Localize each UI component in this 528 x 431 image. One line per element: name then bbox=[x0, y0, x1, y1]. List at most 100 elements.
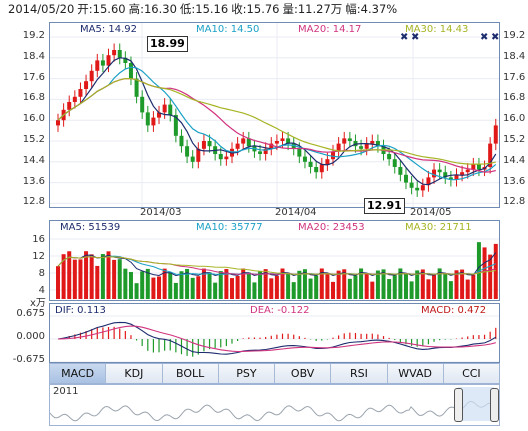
quote-close: 收:15.76 bbox=[231, 2, 280, 16]
axis-tick-label: 16 bbox=[32, 234, 45, 245]
price-chart-panel[interactable]: ✖ ✖ ✖ ✖ MA5: 14.92 MA10: 14.50 MA20: 14.17 … bbox=[49, 22, 500, 214]
macd-value-label: MACD: 0.472 bbox=[421, 305, 487, 316]
tab-kdj[interactable]: KDJ bbox=[106, 364, 163, 383]
candle-body bbox=[409, 182, 414, 188]
volume-bar bbox=[56, 266, 60, 299]
volume-bar bbox=[375, 270, 380, 299]
volume-bar bbox=[106, 251, 111, 299]
axis-tick-label: 4 bbox=[38, 285, 45, 296]
candle-body bbox=[302, 156, 307, 162]
volume-bar bbox=[302, 269, 307, 299]
volume-bar bbox=[258, 270, 263, 299]
volume-bar bbox=[353, 275, 358, 299]
candle-body bbox=[476, 164, 481, 170]
vol-ma30-label: MA30: 21711 bbox=[405, 222, 472, 233]
volume-bar bbox=[420, 269, 425, 299]
tab-psy[interactable]: PSY bbox=[219, 364, 275, 383]
tab-rsi[interactable]: RSI bbox=[331, 364, 388, 383]
volume-bar bbox=[128, 272, 133, 299]
candle-body bbox=[112, 50, 117, 56]
quote-high: 高:16.30 bbox=[128, 2, 177, 16]
volume-bar bbox=[448, 281, 453, 299]
candle-body bbox=[196, 148, 201, 162]
volume-bar bbox=[229, 278, 234, 299]
volume-bar bbox=[482, 247, 487, 299]
volume-bar bbox=[443, 273, 448, 299]
candle-body bbox=[359, 146, 364, 149]
candle-body bbox=[128, 63, 133, 79]
volume-bar bbox=[241, 268, 246, 299]
volume-ma5-line bbox=[57, 252, 497, 277]
volume-bar bbox=[291, 282, 296, 299]
axis-tick-label: 12.8 bbox=[503, 196, 526, 208]
navigator-left-handle[interactable] bbox=[454, 388, 463, 422]
candle-body bbox=[72, 96, 77, 102]
volume-unit-label: x万 bbox=[30, 298, 46, 309]
marker-star-icon: ✖ bbox=[411, 32, 419, 43]
candle-body bbox=[488, 143, 493, 167]
axis-tick-label: 16.0 bbox=[503, 113, 526, 125]
navigator-year-label: 2011 bbox=[53, 386, 79, 397]
volume-bar bbox=[460, 269, 465, 299]
vol-ma20-label: MA20: 23453 bbox=[298, 222, 365, 233]
tab-wvad[interactable]: WVAD bbox=[388, 364, 444, 383]
range-navigator[interactable]: 2011 bbox=[49, 384, 500, 426]
tab-obv[interactable]: OBV bbox=[275, 364, 332, 383]
candle-body bbox=[269, 143, 274, 149]
axis-tick-label: 19.2 bbox=[22, 30, 45, 41]
candle-body bbox=[263, 148, 268, 154]
volume-bar bbox=[471, 274, 476, 299]
candle-body bbox=[258, 151, 263, 154]
candle-body bbox=[224, 156, 229, 160]
candle-body bbox=[100, 60, 105, 66]
volume-bar bbox=[398, 268, 403, 299]
volume-bar bbox=[67, 251, 72, 299]
volume-bar bbox=[476, 242, 481, 299]
volume-bar bbox=[325, 272, 330, 299]
volume-bar bbox=[168, 272, 173, 299]
price-chart: ✖ ✖ ✖ ✖ bbox=[50, 23, 499, 207]
axis-tick-label: 0.675 bbox=[16, 308, 45, 319]
tab-macd[interactable]: MACD bbox=[50, 364, 107, 383]
volume-bar bbox=[140, 271, 145, 299]
volume-bar bbox=[190, 277, 195, 299]
candle-body bbox=[151, 117, 156, 126]
vol-ma10-label: MA10: 35777 bbox=[196, 222, 263, 233]
axis-tick-label: 18.4 bbox=[22, 50, 45, 62]
volume-bar bbox=[145, 268, 150, 299]
candle-body bbox=[274, 141, 279, 144]
candle-body bbox=[443, 172, 448, 178]
volume-bar bbox=[173, 282, 178, 299]
navigator-selection bbox=[458, 387, 494, 421]
candle-body bbox=[207, 141, 212, 147]
macd-chart-panel[interactable]: DIF: 0.113 DEA: -0.122 MACD: 0.472 bbox=[49, 303, 500, 363]
ma20-label: MA20: 14.17 bbox=[298, 24, 362, 35]
candle-body bbox=[173, 115, 178, 136]
tab-boll[interactable]: BOLL bbox=[163, 364, 219, 383]
candle-body bbox=[280, 138, 285, 141]
candle-body bbox=[56, 120, 60, 126]
quote-change: 幅:4.37% bbox=[345, 2, 398, 16]
low-price-callout: 12.91 bbox=[364, 198, 405, 214]
navigator-right-handle[interactable] bbox=[490, 388, 499, 422]
candle-body bbox=[403, 174, 408, 183]
volume-chart-panel[interactable]: MA5: 51539 MA10: 35777 MA20: 23453 MA30:… bbox=[49, 220, 500, 301]
candle-body bbox=[392, 159, 397, 167]
navigator-line bbox=[50, 400, 499, 422]
candle-body bbox=[235, 143, 240, 149]
ma5-label: MA5: 14.92 bbox=[80, 24, 138, 35]
volume-bar bbox=[454, 270, 459, 299]
axis-tick-label: 13.6 bbox=[503, 175, 526, 187]
tab-cci[interactable]: CCI bbox=[462, 367, 481, 380]
axis-tick-label: 15.2 bbox=[22, 134, 45, 145]
volume-bar bbox=[112, 259, 117, 299]
volume-bar bbox=[224, 269, 229, 299]
volume-bar bbox=[201, 268, 206, 299]
navigator-sparkline bbox=[50, 387, 499, 422]
volume-ma30-line bbox=[57, 256, 496, 275]
volume-bar bbox=[387, 279, 392, 299]
candle-body bbox=[308, 161, 313, 167]
volume-bar bbox=[331, 281, 336, 299]
high-price-callout: 18.99 bbox=[147, 36, 188, 52]
candle-body bbox=[437, 169, 442, 173]
